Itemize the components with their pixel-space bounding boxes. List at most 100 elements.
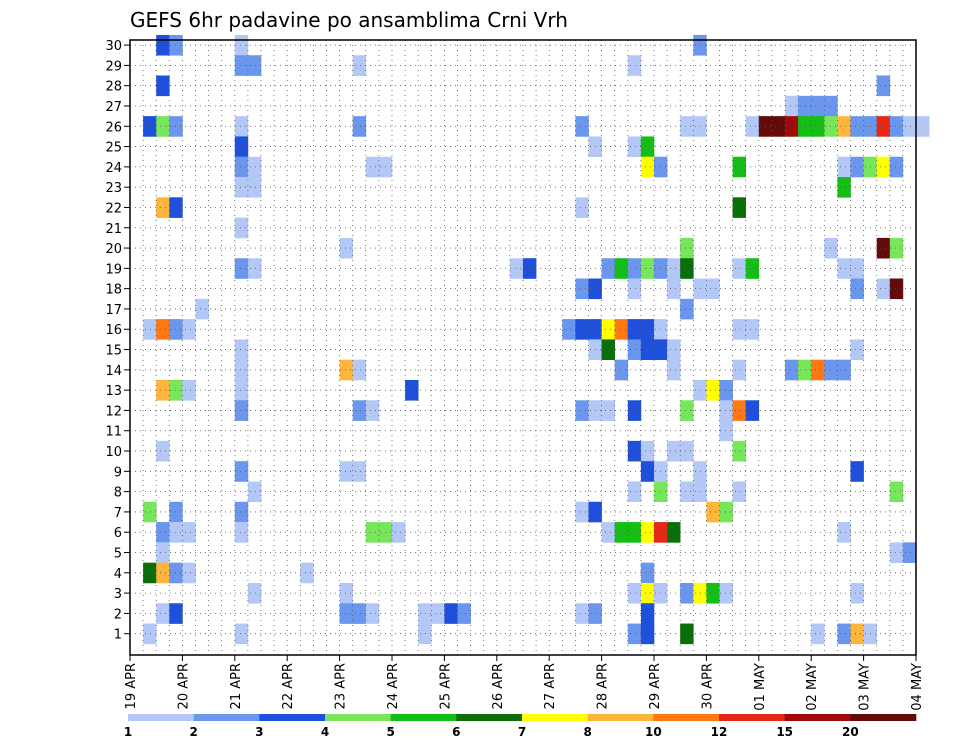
colorbar-swatch — [325, 714, 391, 721]
y-tick-label: 11 — [105, 425, 122, 440]
y-tick-label: 20 — [105, 242, 122, 257]
heatmap-cell — [640, 136, 655, 158]
y-tick-label: 17 — [105, 303, 122, 318]
heatmap-cell — [234, 400, 249, 421]
heatmap-cell — [601, 319, 615, 340]
y-tick-label: 16 — [105, 323, 122, 338]
heatmap-cell — [143, 501, 157, 523]
x-tick-label: 29 APR — [648, 663, 663, 709]
heatmap-cell — [234, 156, 249, 178]
heatmap-cell — [143, 562, 157, 584]
heatmap-cell — [627, 582, 642, 604]
x-tick-label: 28 APR — [596, 663, 611, 709]
heatmap-cell — [850, 278, 864, 300]
heatmap-cell — [247, 481, 262, 503]
heatmap-cell — [562, 319, 576, 340]
y-tick-label: 19 — [105, 262, 122, 277]
x-tick-label: 20 APR — [176, 663, 191, 709]
heatmap-cell — [850, 339, 864, 360]
heatmap-cell — [837, 177, 851, 198]
heatmap-cell — [575, 197, 589, 218]
colorbar-tick-label: 2 — [189, 725, 197, 739]
colorbar-swatch — [456, 714, 523, 721]
colorbar-swatch — [522, 714, 588, 721]
heatmap-cell — [575, 278, 589, 300]
heatmap-cell — [640, 603, 655, 624]
heatmap-cell — [247, 177, 262, 198]
heatmap-cell — [732, 197, 746, 218]
y-tick-label: 6 — [114, 526, 122, 541]
heatmap-cell — [680, 258, 694, 279]
heatmap-cell — [182, 319, 196, 340]
heatmap-cell — [234, 217, 249, 239]
heatmap-cell — [300, 562, 314, 584]
heatmap-cell — [392, 522, 406, 543]
colorbar-tick-label: 1 — [124, 725, 132, 739]
x-tick-label: 24 APR — [386, 663, 401, 709]
heatmap-cell — [352, 400, 367, 421]
heatmap-cell — [234, 522, 249, 543]
heatmap-cell — [614, 522, 629, 543]
heatmap-cell — [640, 522, 655, 543]
heatmap-cell — [627, 400, 642, 421]
heatmap-cell — [575, 603, 589, 624]
heatmap-cell — [234, 379, 249, 401]
heatmap-cell — [418, 623, 432, 645]
heatmap-cell — [745, 258, 760, 279]
heatmap-cell — [195, 298, 209, 320]
heatmap-cell — [614, 359, 629, 381]
y-axis: 1234567891011121314151617181920212223242… — [105, 39, 130, 643]
colorbar-tick-label: 8 — [583, 725, 591, 739]
heatmap-cell — [352, 359, 367, 381]
heatmap-cell — [732, 156, 746, 178]
heatmap-cell — [902, 542, 917, 563]
chart-title: GEFS 6hr padavine po ansamblima Crni Vrh — [130, 8, 568, 32]
heatmap-cell — [182, 379, 196, 401]
colorbar-swatch — [587, 714, 654, 721]
heatmap-cell — [811, 623, 825, 645]
heatmap-cell — [365, 156, 380, 178]
x-tick-label: 23 APR — [334, 663, 349, 709]
colorbar-tick-label: 4 — [321, 725, 329, 739]
heatmap-cell — [732, 440, 746, 462]
x-tick-label: 19 APR — [124, 663, 139, 709]
heatmap-cell — [352, 55, 367, 76]
y-tick-label: 29 — [105, 59, 122, 74]
heatmap-cell — [667, 359, 681, 381]
heatmap-cell — [732, 400, 746, 421]
heatmap-cell — [785, 95, 799, 117]
heatmap-cell — [732, 319, 746, 340]
x-tick-label: 02 MAY — [805, 663, 820, 711]
heatmap-cell — [156, 116, 170, 137]
heatmap-cell — [365, 400, 380, 421]
colorbar-legend: 1 2 3 4 5 6 7 8 10 12 15 20 — [124, 714, 917, 739]
heatmap-cell — [876, 116, 891, 137]
heatmap-cell — [601, 400, 615, 421]
heatmap-cell — [627, 258, 642, 279]
colorbar-swatch — [128, 714, 194, 721]
heatmap-cell — [234, 339, 249, 360]
heatmap-cell — [575, 400, 589, 421]
heatmap-cell — [627, 278, 642, 300]
y-tick-label: 18 — [105, 283, 122, 298]
heatmap-cell — [575, 116, 589, 137]
colorbar-swatch — [850, 714, 917, 721]
heatmap-cell — [234, 501, 249, 523]
y-tick-label: 4 — [114, 567, 122, 582]
heatmap-cell — [156, 542, 170, 563]
heatmap-cell — [680, 582, 694, 604]
heatmap-cell — [837, 623, 851, 645]
heatmap-cell — [837, 522, 851, 543]
heatmap-cell — [640, 258, 655, 279]
heatmap-cell — [850, 156, 864, 178]
heatmap-cell — [156, 522, 170, 543]
x-tick-label: 04 MAY — [910, 663, 925, 711]
heatmap-cell — [876, 237, 891, 259]
y-tick-label: 8 — [114, 486, 122, 501]
plot-frame — [129, 39, 917, 656]
heatmap-cell — [365, 522, 380, 543]
heatmap-cell — [889, 481, 904, 503]
heatmap-cell — [837, 156, 851, 178]
colorbar-swatch — [784, 714, 851, 721]
x-tick-label: 27 APR — [543, 663, 558, 709]
